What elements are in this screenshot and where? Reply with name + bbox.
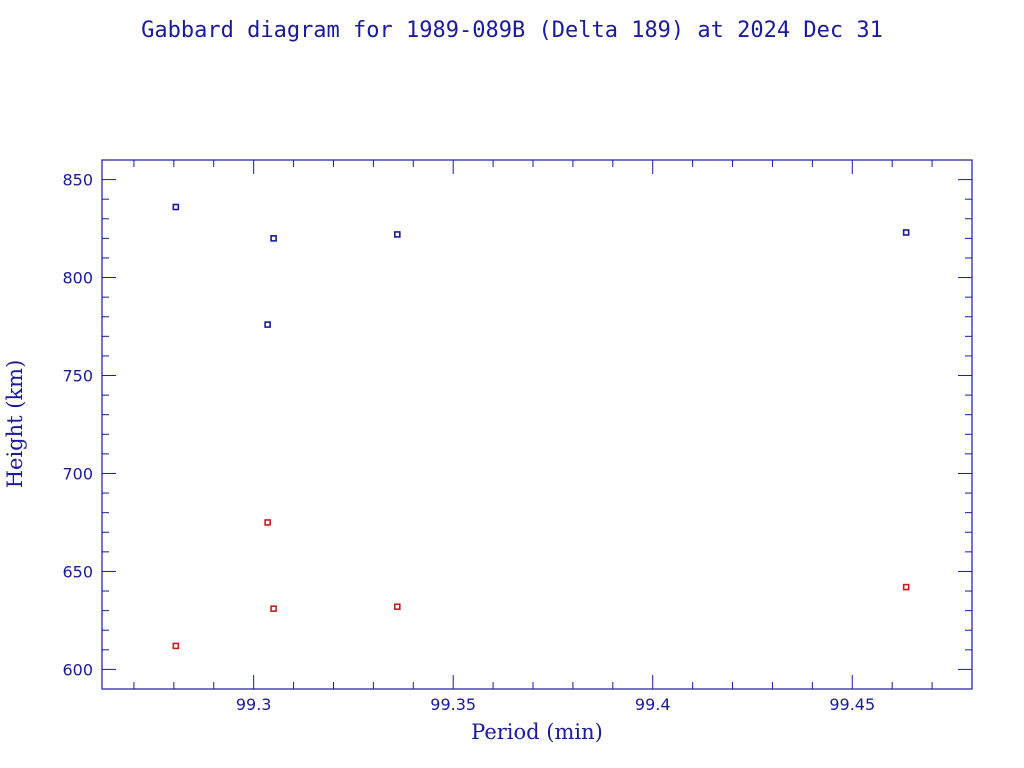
- apogee-point: [394, 231, 401, 238]
- y-tick-label: 650: [62, 562, 93, 581]
- x-tick-label: 99.35: [430, 695, 476, 714]
- apogee-point: [264, 321, 271, 328]
- apogee-point: [902, 229, 910, 236]
- perigee-point: [902, 583, 910, 591]
- x-axis-label: Period (min): [471, 720, 603, 744]
- y-axis-label: Height (km): [3, 360, 27, 489]
- perigee-point: [172, 642, 180, 650]
- axis-tick-labels: 99.3 99.35 99.4 99.45 600 650 700 750 800 850: [62, 171, 875, 714]
- x-tick-label: 99.4: [635, 695, 671, 714]
- apogee-point: [270, 235, 277, 242]
- x-tick-label: 99.3: [236, 695, 272, 714]
- data-points: [172, 203, 910, 650]
- y-tick-label: 800: [62, 269, 93, 288]
- perigee-point: [270, 605, 277, 612]
- plot-frame: [101, 159, 973, 690]
- y-tick-label: 750: [62, 367, 93, 386]
- apogee-point: [172, 203, 180, 211]
- y-tick-label: 700: [62, 464, 93, 483]
- y-tick-label: 850: [62, 171, 93, 190]
- perigee-point: [394, 603, 401, 611]
- chart-title: Gabbard diagram for 1989-089B (Delta 189…: [141, 18, 883, 43]
- perigee-point: [264, 519, 271, 526]
- x-tick-label: 99.45: [829, 695, 875, 714]
- axis-ticks: [102, 159, 973, 690]
- y-tick-label: 600: [62, 660, 93, 679]
